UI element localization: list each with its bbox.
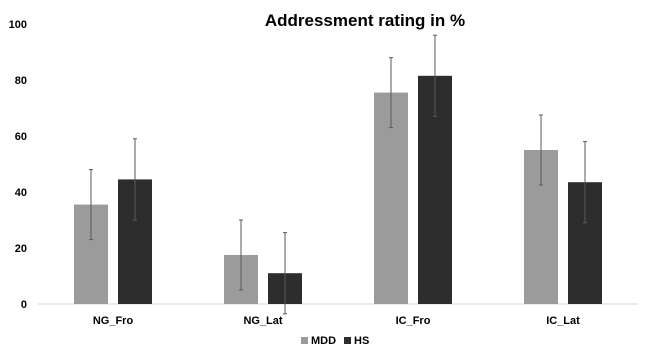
error-bar xyxy=(239,219,243,291)
bars-group xyxy=(74,75,602,304)
error-bar xyxy=(133,138,137,221)
y-tick-label: 60 xyxy=(15,131,27,143)
x-tick-label: NG_Fro xyxy=(93,315,134,327)
legend-item-mdd: MDD xyxy=(301,335,336,347)
legend-label: HS xyxy=(354,335,369,347)
error-bar xyxy=(583,141,587,224)
x-tick-label: NG_Lat xyxy=(243,315,282,327)
legend: MDD HS xyxy=(301,335,369,347)
error-bar xyxy=(283,232,287,315)
legend-label: MDD xyxy=(311,335,336,347)
error-bar xyxy=(433,34,437,117)
y-tick-label: 0 xyxy=(21,299,27,311)
x-tick-label: IC_Fro xyxy=(396,315,431,327)
error-bar xyxy=(539,114,543,186)
y-tick-label: 40 xyxy=(15,187,27,199)
error-bar xyxy=(89,169,93,241)
error-bars-group xyxy=(89,34,587,315)
legend-item-hs: HS xyxy=(344,335,369,347)
x-axis: NG_Fro NG_Lat IC_Fro IC_Lat xyxy=(93,315,580,327)
y-axis: 0 20 40 60 80 100 xyxy=(9,19,27,311)
legend-swatch xyxy=(301,337,308,344)
y-tick-label: 20 xyxy=(15,243,27,255)
error-bar xyxy=(389,57,393,129)
y-tick-label: 100 xyxy=(9,19,27,31)
chart-title: Addressment rating in % xyxy=(265,11,465,30)
x-tick-label: IC_Lat xyxy=(546,315,580,327)
legend-swatch xyxy=(344,337,351,344)
y-tick-label: 80 xyxy=(15,75,27,87)
